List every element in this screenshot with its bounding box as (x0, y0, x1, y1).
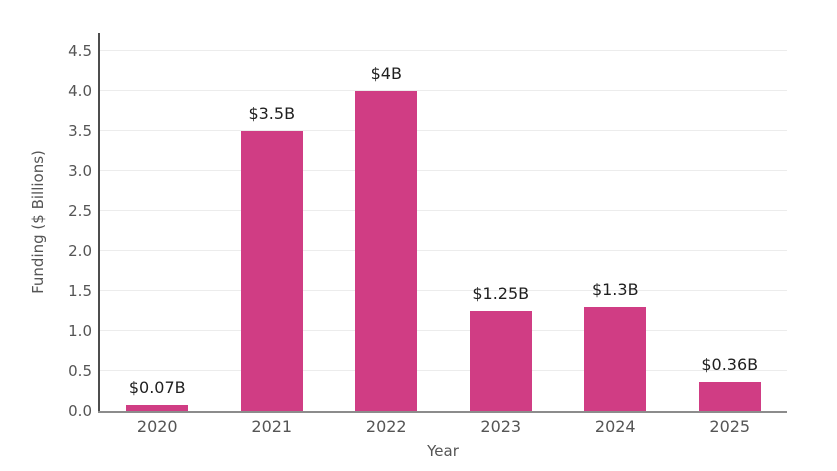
bar-value-label-2023: $1.25B (472, 284, 530, 303)
bar-value-label-2024: $1.3B (591, 280, 639, 299)
x-tick-label-2023: 2023 (480, 417, 522, 436)
gridline-1.5 (100, 290, 787, 291)
x-tick-label-2020: 2020 (136, 417, 178, 436)
gridline-1 (100, 330, 787, 331)
bar-value-label-2021: $3.5B (248, 104, 296, 123)
x-axis-title: Year (427, 442, 459, 460)
y-tick-label-0.0: 0.0 (68, 402, 92, 420)
x-tick-label-2024: 2024 (594, 417, 636, 436)
y-tick-label-4.5: 4.5 (68, 42, 92, 60)
bar-2023 (469, 311, 532, 411)
gridline-2 (100, 250, 787, 251)
x-tick-label-2022: 2022 (365, 417, 407, 436)
y-tick-label-0.5: 0.5 (68, 362, 92, 380)
gridline-2.5 (100, 210, 787, 211)
y-tick-label-3.5: 3.5 (68, 122, 92, 140)
gridline-4.5 (100, 50, 787, 51)
plot-area: $0.07B $3.5B $4B $1.25B $1.3B $0.36B (98, 33, 787, 413)
gridline-4 (100, 90, 787, 91)
gridline-3.5 (100, 130, 787, 131)
bar-2024 (584, 307, 647, 411)
y-axis-line (98, 33, 100, 411)
y-tick-label-1.5: 1.5 (68, 282, 92, 300)
bar-value-label-2025: $0.36B (701, 355, 759, 375)
x-tick-label-2021: 2021 (251, 417, 293, 436)
y-tick-label-1.0: 1.0 (68, 322, 92, 340)
y-tick-label-4.0: 4.0 (68, 82, 92, 100)
bar-value-label-2020: $0.07B (128, 378, 186, 398)
bar-2020 (126, 405, 189, 411)
y-tick-label-2.0: 2.0 (68, 242, 92, 260)
y-tick-label-3.0: 3.0 (68, 162, 92, 180)
x-axis-line (98, 411, 787, 413)
y-tick-label-2.5: 2.5 (68, 202, 92, 220)
bar-2025 (698, 382, 761, 411)
bar-2021 (240, 131, 303, 411)
gridline-3 (100, 170, 787, 171)
bar-2022 (355, 91, 418, 411)
bar-value-label-2022: $4B (370, 64, 402, 83)
x-tick-label-2025: 2025 (709, 417, 751, 436)
y-axis-title: Funding ($ Billions) (29, 150, 47, 294)
gridline-0.5 (100, 370, 787, 371)
